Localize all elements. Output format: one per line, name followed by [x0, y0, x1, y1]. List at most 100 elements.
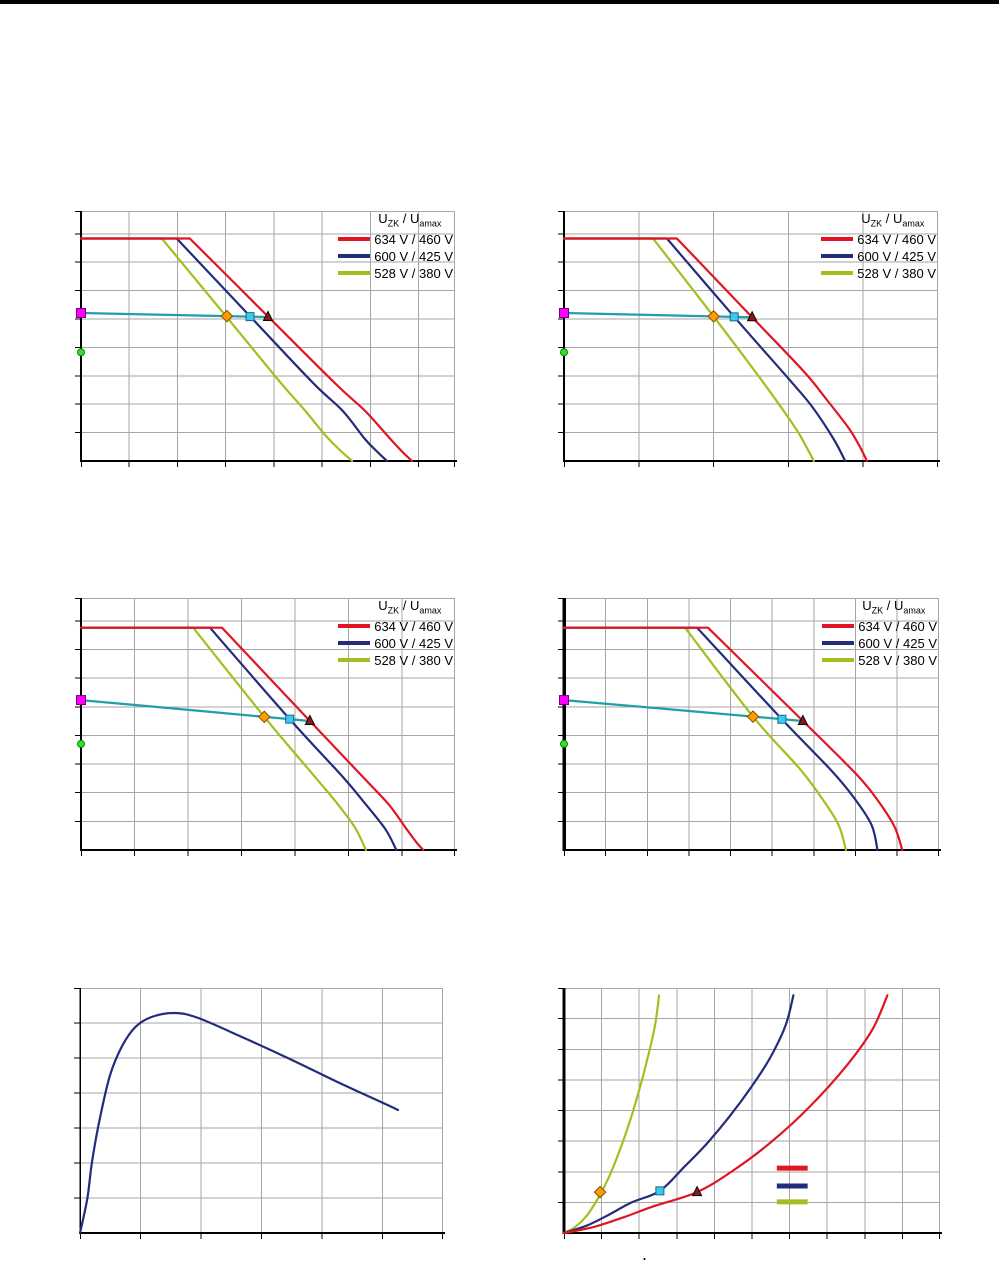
marker-diamond-orange	[220, 309, 234, 323]
marker-circle-bright_green	[77, 739, 85, 748]
chart-derating-3: UZK / Uamax 634 V / 460 V 600 V / 425 V 528…	[75, 598, 457, 856]
legend-swatch-red	[821, 237, 854, 242]
legend-swatch-green	[822, 658, 855, 663]
legend-entry-label: 528 V / 380 V	[857, 265, 936, 281]
marker-square-cyan	[285, 714, 295, 724]
chart-legend: UZK / Uamax 634 V / 460 V 600 V / 425 V 528…	[338, 598, 453, 669]
legend-entry-label: 600 V / 425 V	[374, 635, 453, 651]
legend-entry: 528 V / 380 V	[822, 652, 937, 669]
series-curve-green	[562, 994, 661, 1235]
chart-derating-2: UZK / Uamax 634 V / 460 V 600 V / 425 V 528…	[558, 211, 940, 467]
chart-legend: UZK / Uamax 634 V / 460 V 600 V / 425 V 528…	[821, 211, 936, 282]
legend-title: UZK / Uamax	[861, 211, 936, 229]
legend-swatch-red	[338, 237, 371, 242]
marker-triangle-dark_red	[797, 714, 809, 725]
page-top-border	[0, 0, 999, 4]
legend-title: UZK / Uamax	[862, 598, 937, 616]
legend-entry: 634 V / 460 V	[338, 231, 453, 248]
legend-title-part-sep: /	[399, 598, 410, 613]
chart-canvas	[74, 988, 445, 1239]
legend-swatch-navy	[822, 641, 855, 646]
chart-canvas	[75, 598, 457, 856]
legend-title-part-sep: /	[883, 598, 894, 613]
series-curve-green	[562, 626, 848, 852]
legend-title-part-sub1: ZK	[871, 605, 884, 616]
legend-title-part-sym1: U	[861, 211, 871, 226]
legend-swatch-green	[338, 658, 371, 663]
marker-diamond-orange	[746, 710, 760, 723]
series-curve-red	[562, 994, 889, 1235]
legend-entry: 634 V / 460 V	[338, 618, 453, 635]
legend-swatch-navy	[338, 641, 371, 646]
legend-title-part-sub1: ZK	[387, 605, 400, 616]
series-curve-red	[562, 626, 904, 852]
legend-entry-label: 634 V / 460 V	[374, 618, 453, 634]
marker-diamond-orange	[593, 1185, 607, 1199]
legend-entry-label: 528 V / 380 V	[374, 265, 453, 281]
legend-entry: 528 V / 380 V	[338, 265, 453, 282]
series-curve-navy	[78, 1011, 400, 1235]
legend-entry: 634 V / 460 V	[821, 231, 936, 248]
series-curve-green	[562, 237, 815, 463]
chart-canvas	[558, 598, 941, 856]
chart-canvas	[75, 211, 457, 467]
legend-entry: 528 V / 380 V	[821, 265, 936, 282]
legend-swatch-navy	[821, 254, 854, 259]
marker-square-cyan	[729, 312, 739, 322]
marker-circle-bright_green	[560, 739, 568, 748]
series-curve-red	[562, 237, 868, 463]
legend-entry-label: 528 V / 380 V	[858, 652, 937, 668]
marker-diamond-orange	[707, 310, 720, 323]
chart-canvas	[558, 988, 942, 1239]
legend-title: UZK / Uamax	[378, 211, 453, 229]
legend-entry-label: 600 V / 425 V	[858, 635, 937, 651]
series-curve-navy	[562, 237, 847, 463]
chart-canvas	[558, 211, 940, 467]
chart-legend: UZK / Uamax 634 V / 460 V 600 V / 425 V 528…	[338, 211, 453, 282]
marker-square-cyan	[655, 1186, 665, 1196]
legend-title-part-sym1: U	[378, 211, 388, 226]
legend-entry-label: 600 V / 425 V	[374, 248, 453, 264]
chart-derating-1: UZK / Uamax 634 V / 460 V 600 V / 425 V 528…	[75, 211, 457, 467]
legend-entry: 600 V / 425 V	[338, 635, 453, 652]
legend-entry-label: 600 V / 425 V	[857, 248, 936, 264]
legend-entry: 528 V / 380 V	[338, 652, 453, 669]
legend-title-part-sym2: U	[893, 598, 904, 613]
marker-circle-bright_green	[560, 348, 568, 357]
series-curve-teal	[562, 311, 754, 319]
legend-swatch-navy	[338, 254, 371, 259]
legend-entry-label: 634 V / 460 V	[858, 618, 937, 634]
marker-triangle-dark_red	[746, 310, 758, 322]
series-curve-navy	[562, 994, 795, 1235]
legend-entry-label: 528 V / 380 V	[374, 652, 453, 668]
chart-derating-4: UZK / Uamax 634 V / 460 V 600 V / 425 V 528…	[558, 598, 941, 856]
chart-rise-curves	[558, 988, 942, 1239]
legend-title-part-sep: /	[399, 211, 410, 226]
series-curve-navy	[562, 626, 879, 852]
caption-dot: .	[642, 1244, 648, 1264]
legend-title-part-sym2: U	[892, 211, 903, 226]
legend-swatch-green	[338, 271, 371, 276]
legend-title-part-sub1: ZK	[387, 218, 400, 229]
marker-square-cyan	[777, 714, 787, 724]
legend-swatch-green	[821, 271, 854, 276]
marker-triangle-dark_red	[691, 1185, 703, 1197]
legend-title-part-sym2: U	[409, 598, 420, 613]
legend-title-part-sub1: ZK	[870, 218, 883, 229]
legend-title-part-sub2: amax	[419, 605, 442, 616]
legend-title-part-sep: /	[882, 211, 893, 226]
marker-triangle-dark_red	[262, 310, 274, 321]
marker-square-cyan	[245, 312, 255, 322]
series-curve-navy	[79, 626, 398, 852]
legend-title-part-sub2: amax	[419, 218, 442, 229]
legend-entry-label: 634 V / 460 V	[374, 231, 453, 247]
marker-square-magenta	[76, 308, 86, 318]
legend-title-part-sub2: amax	[903, 605, 926, 616]
marker-circle-bright_green	[77, 348, 85, 357]
legend-swatch-red	[822, 624, 855, 629]
legend-title-part-sym1: U	[378, 598, 388, 613]
legend-swatch-red	[338, 624, 371, 629]
chart-legend: UZK / Uamax 634 V / 460 V 600 V / 425 V 528…	[822, 598, 937, 669]
legend-title: UZK / Uamax	[378, 598, 453, 616]
legend-title-part-sym2: U	[409, 211, 420, 226]
